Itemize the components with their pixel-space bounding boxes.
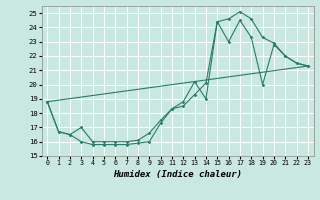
X-axis label: Humidex (Indice chaleur): Humidex (Indice chaleur) (113, 170, 242, 179)
